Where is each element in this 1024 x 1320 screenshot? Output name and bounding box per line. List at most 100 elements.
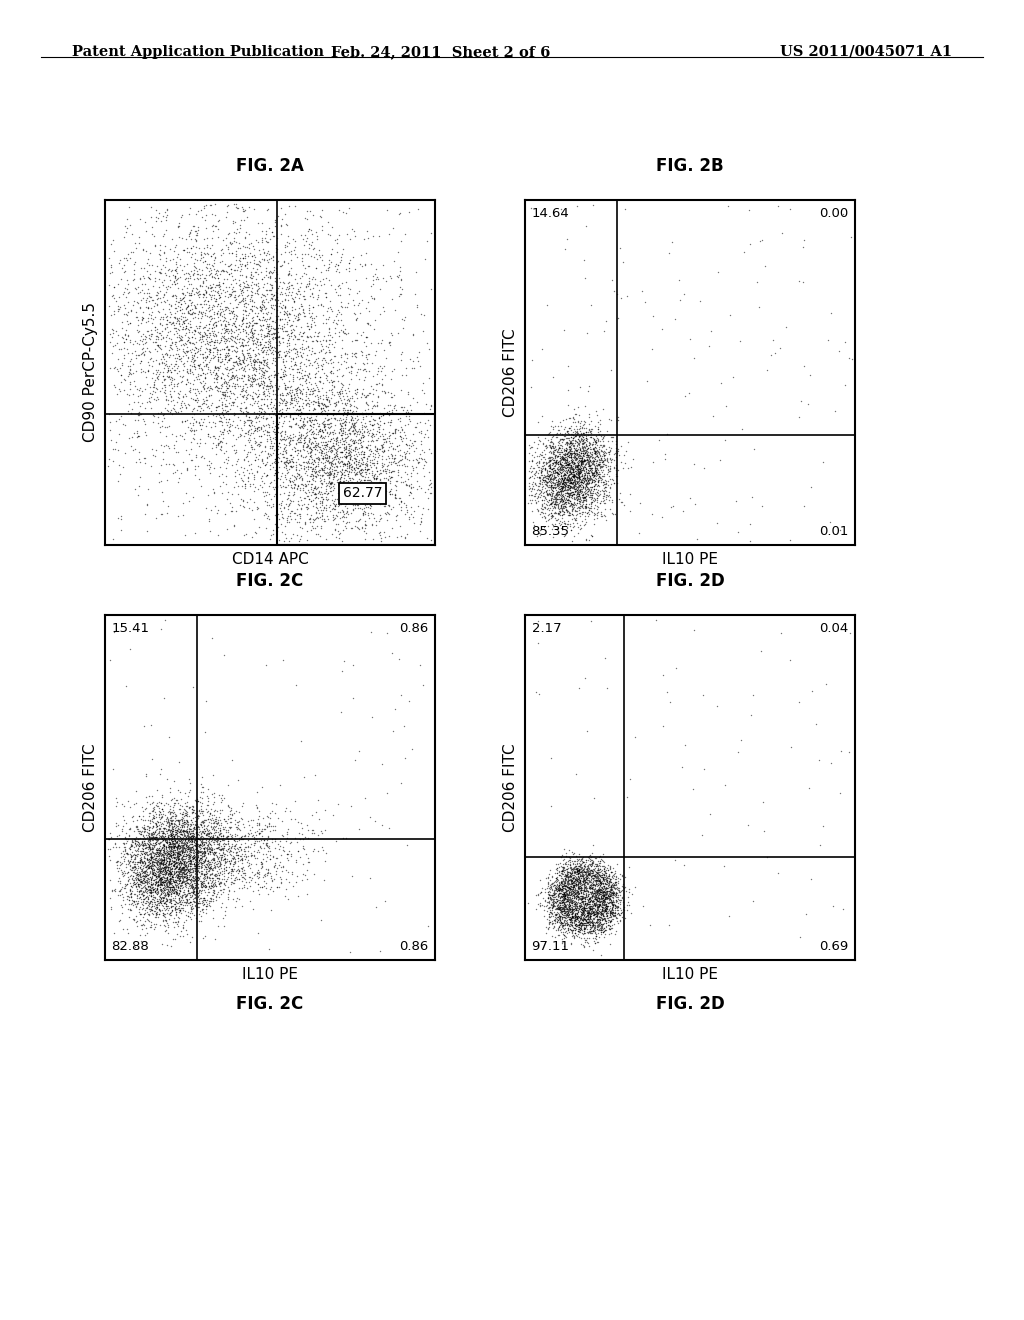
Point (580, 859, 596, 880)
Point (554, 498, 570, 519)
Point (336, 392, 352, 413)
Point (201, 822, 217, 843)
Point (562, 874, 579, 895)
Point (185, 319, 202, 341)
Point (283, 809, 299, 830)
Point (357, 479, 374, 500)
Point (181, 863, 198, 884)
Point (183, 813, 200, 834)
Point (218, 465, 234, 486)
Point (584, 884, 600, 906)
Point (588, 884, 604, 906)
Point (227, 337, 244, 358)
Point (573, 915, 590, 936)
Point (325, 479, 341, 500)
Point (613, 880, 630, 902)
Point (189, 279, 206, 300)
Point (173, 871, 189, 892)
Point (558, 451, 574, 473)
Point (564, 466, 581, 487)
Point (220, 837, 237, 858)
Point (575, 466, 592, 487)
Point (335, 467, 351, 488)
Point (142, 878, 159, 899)
Point (574, 902, 591, 923)
Point (603, 892, 620, 913)
Point (298, 843, 314, 865)
Point (578, 483, 594, 504)
Point (270, 808, 287, 829)
Point (176, 875, 193, 896)
Point (155, 854, 171, 875)
Point (252, 251, 268, 272)
Point (562, 908, 579, 929)
Point (200, 871, 216, 892)
Point (387, 418, 403, 440)
Point (293, 325, 309, 346)
Point (258, 495, 274, 516)
Point (188, 830, 205, 851)
Point (195, 325, 211, 346)
Point (313, 418, 330, 440)
Point (106, 834, 123, 855)
Point (656, 444, 673, 465)
Point (214, 383, 230, 404)
Point (191, 329, 208, 350)
Point (592, 457, 608, 478)
Point (604, 894, 621, 915)
Point (185, 345, 202, 366)
Point (565, 884, 582, 906)
Point (168, 853, 184, 874)
Point (146, 854, 163, 875)
Point (251, 335, 267, 356)
Point (198, 837, 214, 858)
Point (594, 878, 610, 899)
Point (144, 888, 161, 909)
Point (411, 475, 427, 496)
Point (163, 862, 179, 883)
Point (366, 449, 382, 470)
Point (366, 467, 382, 488)
Point (543, 492, 559, 513)
Point (197, 323, 213, 345)
Point (304, 459, 321, 480)
Point (166, 837, 182, 858)
Point (601, 480, 617, 502)
Point (770, 195, 786, 216)
Point (297, 482, 313, 503)
Point (155, 867, 171, 888)
Point (568, 858, 585, 879)
Point (561, 870, 578, 891)
Point (562, 900, 579, 921)
Point (308, 433, 325, 454)
Point (233, 358, 250, 379)
Point (554, 863, 570, 884)
Point (595, 896, 611, 917)
Point (181, 768, 198, 789)
Point (384, 323, 400, 345)
Point (569, 422, 586, 444)
Point (220, 797, 237, 818)
Point (597, 474, 613, 495)
Point (564, 482, 581, 503)
Point (158, 814, 174, 836)
Point (592, 866, 608, 887)
Point (352, 432, 369, 453)
Point (138, 857, 155, 878)
Point (309, 416, 326, 437)
Point (184, 833, 201, 854)
Point (154, 871, 170, 892)
Point (244, 385, 260, 407)
Point (143, 891, 160, 912)
Point (212, 820, 228, 841)
Point (604, 915, 621, 936)
Point (174, 847, 190, 869)
Point (575, 915, 592, 936)
Point (297, 426, 313, 447)
Point (185, 826, 202, 847)
Point (190, 841, 207, 862)
Point (242, 820, 258, 841)
Point (555, 909, 571, 931)
Point (348, 400, 365, 421)
Point (582, 859, 598, 880)
